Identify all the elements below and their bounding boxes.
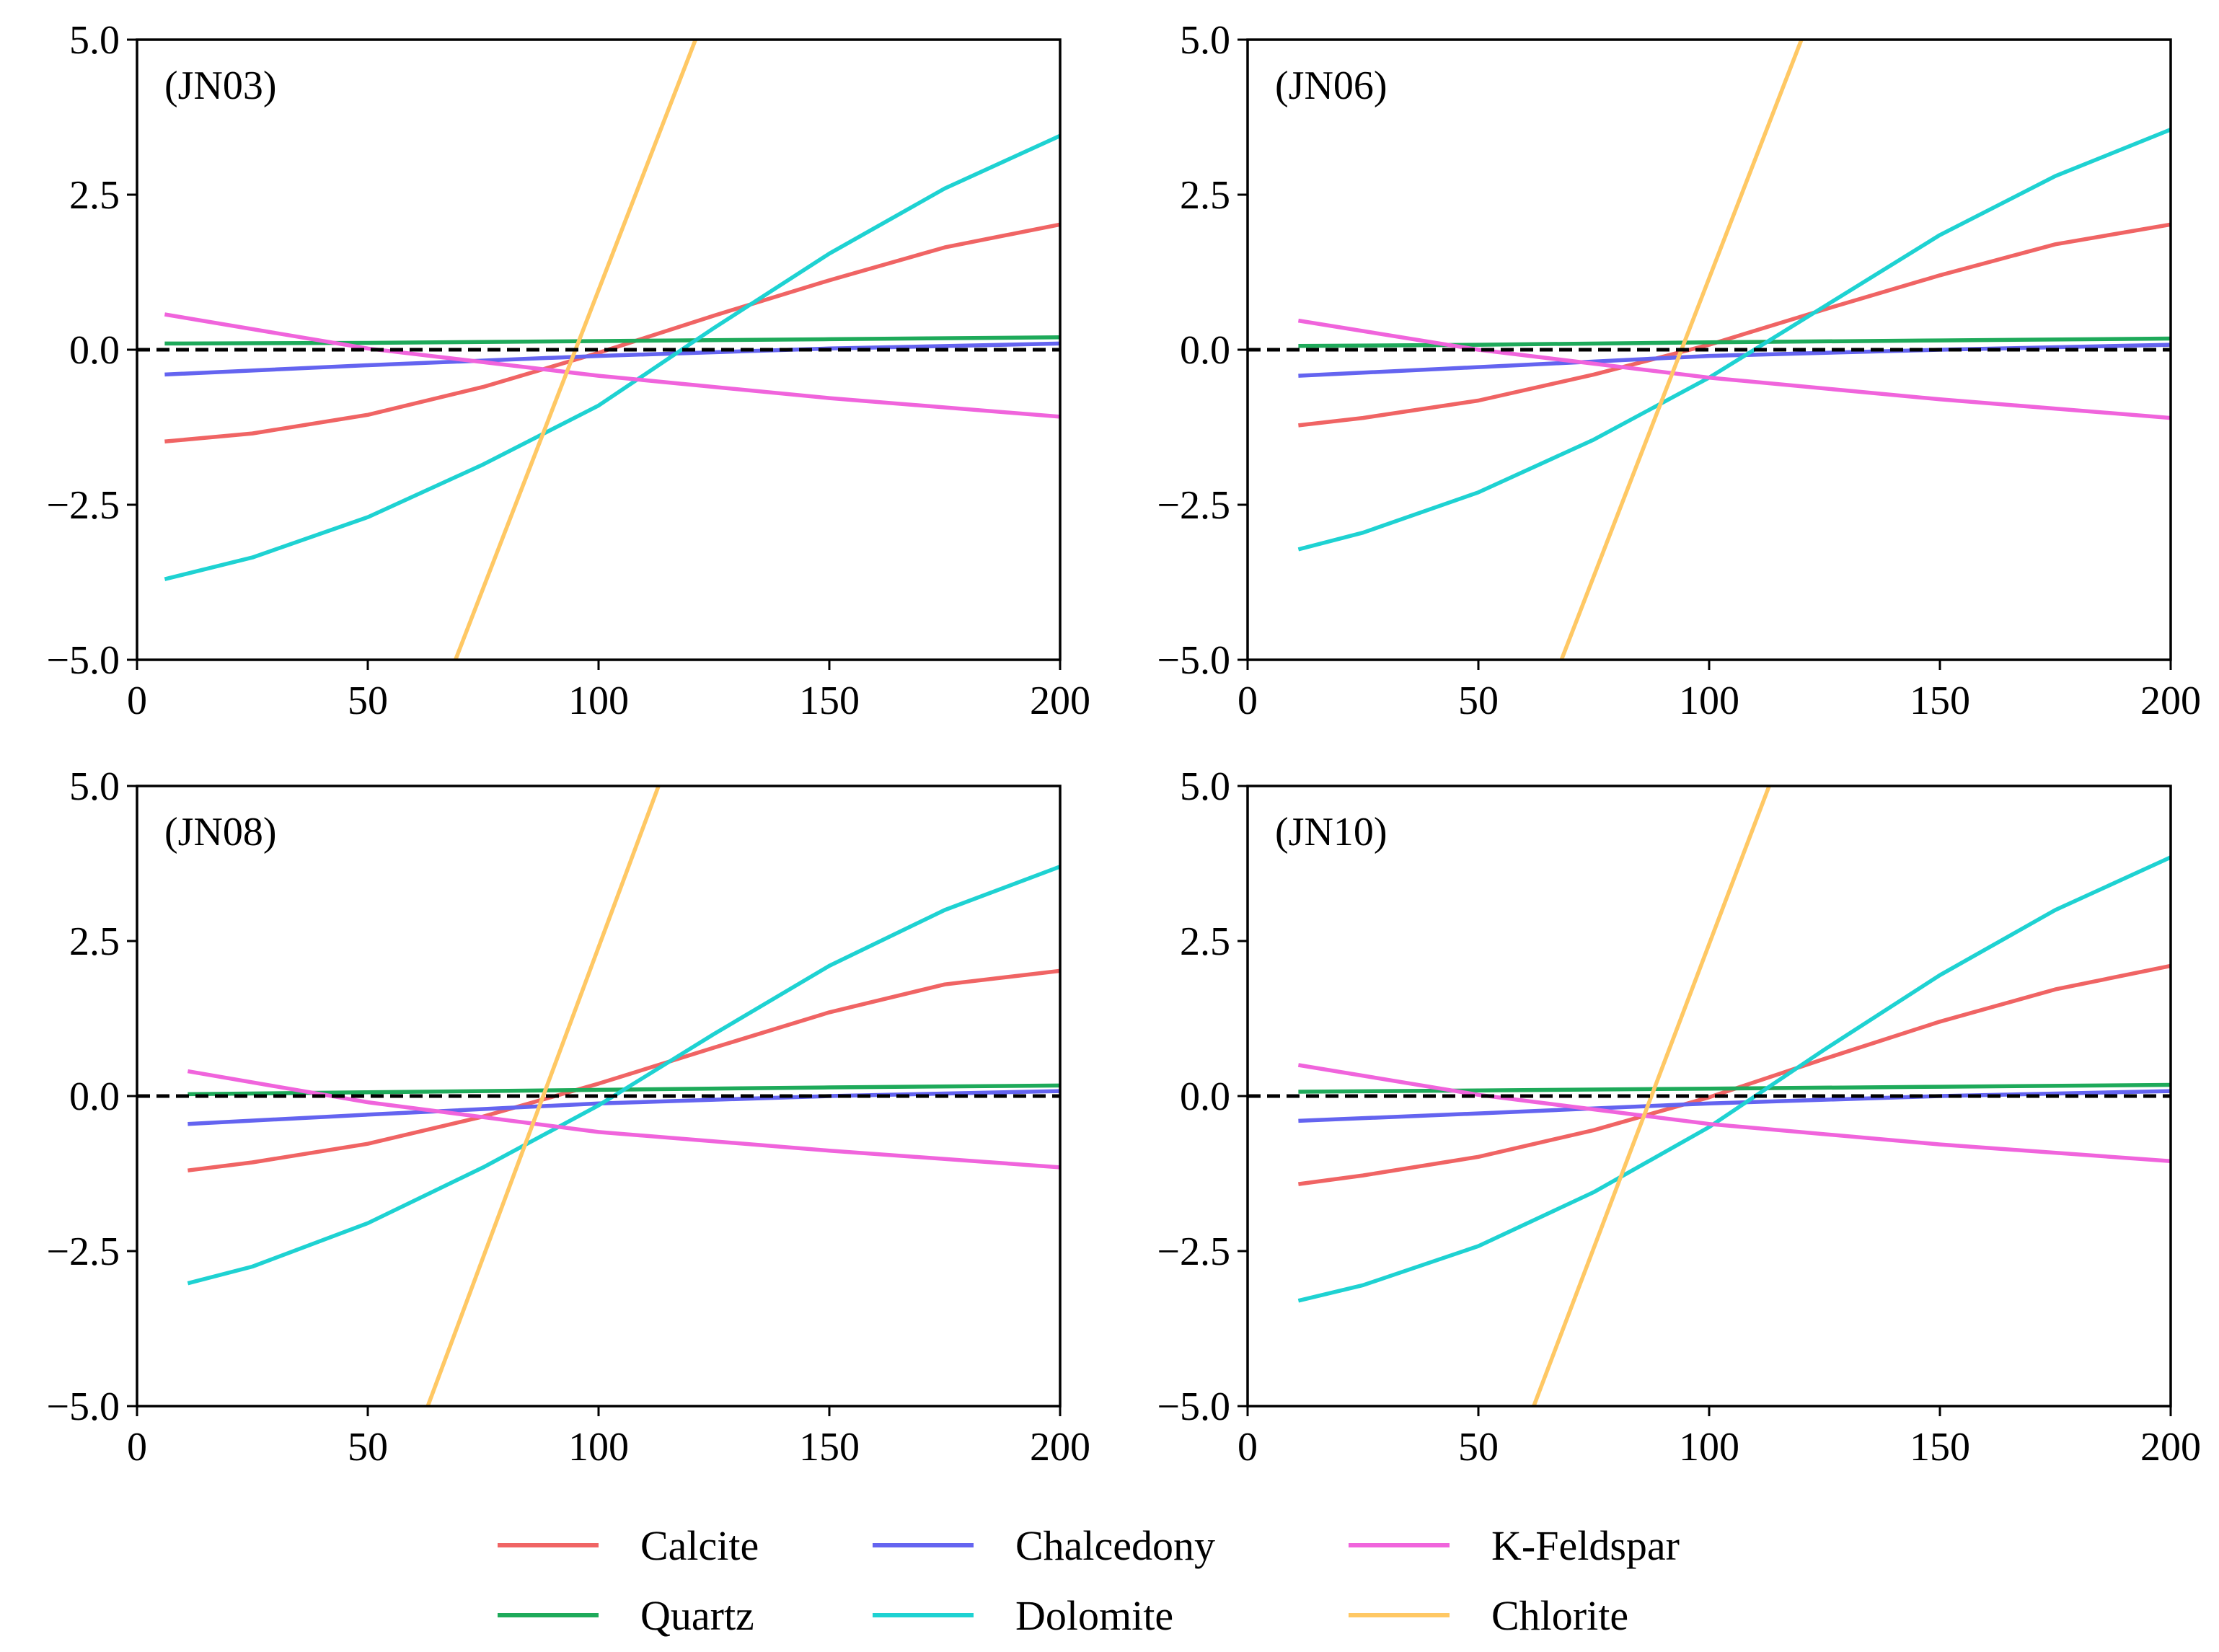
x-tick-label: 150 [1910, 679, 1970, 723]
y-tick-label: 2.5 [1180, 919, 1230, 964]
x-tick-label: 50 [1458, 679, 1499, 723]
x-tick-label: 150 [799, 679, 860, 723]
series-line-chalcedony [164, 341, 1060, 377]
y-tick-label: 5.0 [69, 764, 120, 809]
panel-jn08: 0 50 100 150 200 5.0 2.5 0.0 −2.5 −5.0 (JN08) [46, 764, 1090, 1470]
x-tick-label: 50 [1458, 1425, 1499, 1470]
y-tick-label: −2.5 [1157, 1229, 1230, 1274]
y-tick-label: 0.0 [69, 1074, 120, 1119]
series-line-k-feldspar [1297, 1063, 2171, 1164]
panel-label: (JN03) [164, 63, 277, 108]
plot-area [1248, 786, 2171, 1406]
series-line-calcite [1298, 963, 2171, 1186]
y-tick-label: 2.5 [69, 919, 120, 964]
panel-label: (JN08) [164, 810, 277, 854]
plot-area [137, 40, 1060, 660]
legend-item-k-feldspar: K-Feldspar [1349, 1522, 1680, 1569]
y-tick-label: −5.0 [46, 638, 120, 683]
legend-label: Dolomite [1015, 1592, 1173, 1639]
legend-label: K-Feldspar [1491, 1522, 1680, 1569]
plot-area [1248, 40, 2171, 660]
legend-label: Chalcedony [1015, 1522, 1215, 1569]
series-line-quartz [1298, 336, 2171, 348]
series-line-quartz [164, 335, 1060, 346]
legend-item-chlorite: Chlorite [1349, 1592, 1628, 1639]
x-tick-label: 0 [127, 679, 147, 723]
plot-area [137, 786, 1060, 1406]
legend-item-chalcedony: Chalcedony [873, 1522, 1215, 1569]
x-tick-label: 150 [1910, 1425, 1970, 1470]
y-tick-label: 2.5 [69, 173, 120, 218]
x-tick-label: 100 [1679, 1425, 1739, 1470]
x-tick-label: 50 [348, 1425, 388, 1470]
y-tick-label: 0.0 [1180, 328, 1230, 373]
series-line-quartz [1298, 1082, 2171, 1094]
legend-item-calcite: Calcite [498, 1522, 759, 1569]
legend-label: Chlorite [1491, 1592, 1628, 1639]
panel-jn10: 0 50 100 150 200 5.0 2.5 0.0 −2.5 −5.0 (JN10) [1157, 764, 2201, 1470]
series-line-calcite [164, 222, 1060, 444]
x-tick-label: 200 [1030, 1425, 1090, 1470]
y-tick-label: −5.0 [1157, 638, 1230, 683]
panel-jn03: 0 50 100 150 200 5.0 2.5 0.0 −2.5 −5.0 (JN03) [46, 18, 1090, 723]
legend-label: Quartz [640, 1592, 754, 1639]
panels: 0 50 100 150 200 5.0 2.5 0.0 −2.5 −5.0 (JN03) 0 50 10… [46, 18, 2201, 1470]
legend: Calcite Chalcedony K-Feldspar Quartz Dolomit… [498, 1522, 1680, 1639]
y-tick-label: 5.0 [1180, 18, 1230, 63]
panel-jn06: 0 50 100 150 200 5.0 2.5 0.0 −2.5 −5.0 (JN06) [1157, 18, 2201, 723]
x-tick-label: 200 [2140, 679, 2201, 723]
series-line-chlorite [1532, 786, 1771, 1406]
series-line-dolomite [164, 133, 1060, 581]
panel-label: (JN06) [1275, 63, 1388, 108]
x-tick-label: 200 [1030, 679, 1090, 723]
y-tick-label: 2.5 [1180, 173, 1230, 218]
y-tick-label: −5.0 [1157, 1384, 1230, 1429]
y-tick-label: −2.5 [46, 1229, 120, 1274]
series-line-k-feldspar [1297, 318, 2171, 420]
y-tick-label: −2.5 [1157, 483, 1230, 528]
y-tick-label: −2.5 [46, 483, 120, 528]
x-tick-label: 200 [2140, 1425, 2201, 1470]
x-tick-label: 0 [1238, 1425, 1258, 1470]
series-line-dolomite [187, 865, 1060, 1286]
x-tick-label: 100 [568, 679, 629, 723]
x-tick-label: 50 [348, 679, 388, 723]
y-tick-label: 0.0 [1180, 1074, 1230, 1119]
y-tick-label: −5.0 [46, 1384, 120, 1429]
legend-item-dolomite: Dolomite [873, 1592, 1173, 1639]
series-line-calcite [1298, 222, 2171, 428]
y-tick-label: 5.0 [69, 18, 120, 63]
y-tick-label: 5.0 [1180, 764, 1230, 809]
x-tick-label: 100 [1679, 679, 1739, 723]
x-tick-label: 150 [799, 1425, 860, 1470]
legend-item-quartz: Quartz [498, 1592, 754, 1639]
series-line-dolomite [1297, 855, 2171, 1303]
x-tick-label: 0 [1238, 679, 1258, 723]
series-line-chlorite [425, 786, 661, 1406]
legend-label: Calcite [640, 1522, 759, 1569]
y-tick-label: 0.0 [69, 328, 120, 373]
series-line-calcite [188, 968, 1060, 1172]
panel-label: (JN10) [1275, 810, 1388, 854]
x-tick-label: 0 [127, 1425, 147, 1470]
series-line-k-feldspar [164, 312, 1060, 419]
x-tick-label: 100 [568, 1425, 629, 1470]
series-line-k-feldspar [187, 1069, 1060, 1170]
